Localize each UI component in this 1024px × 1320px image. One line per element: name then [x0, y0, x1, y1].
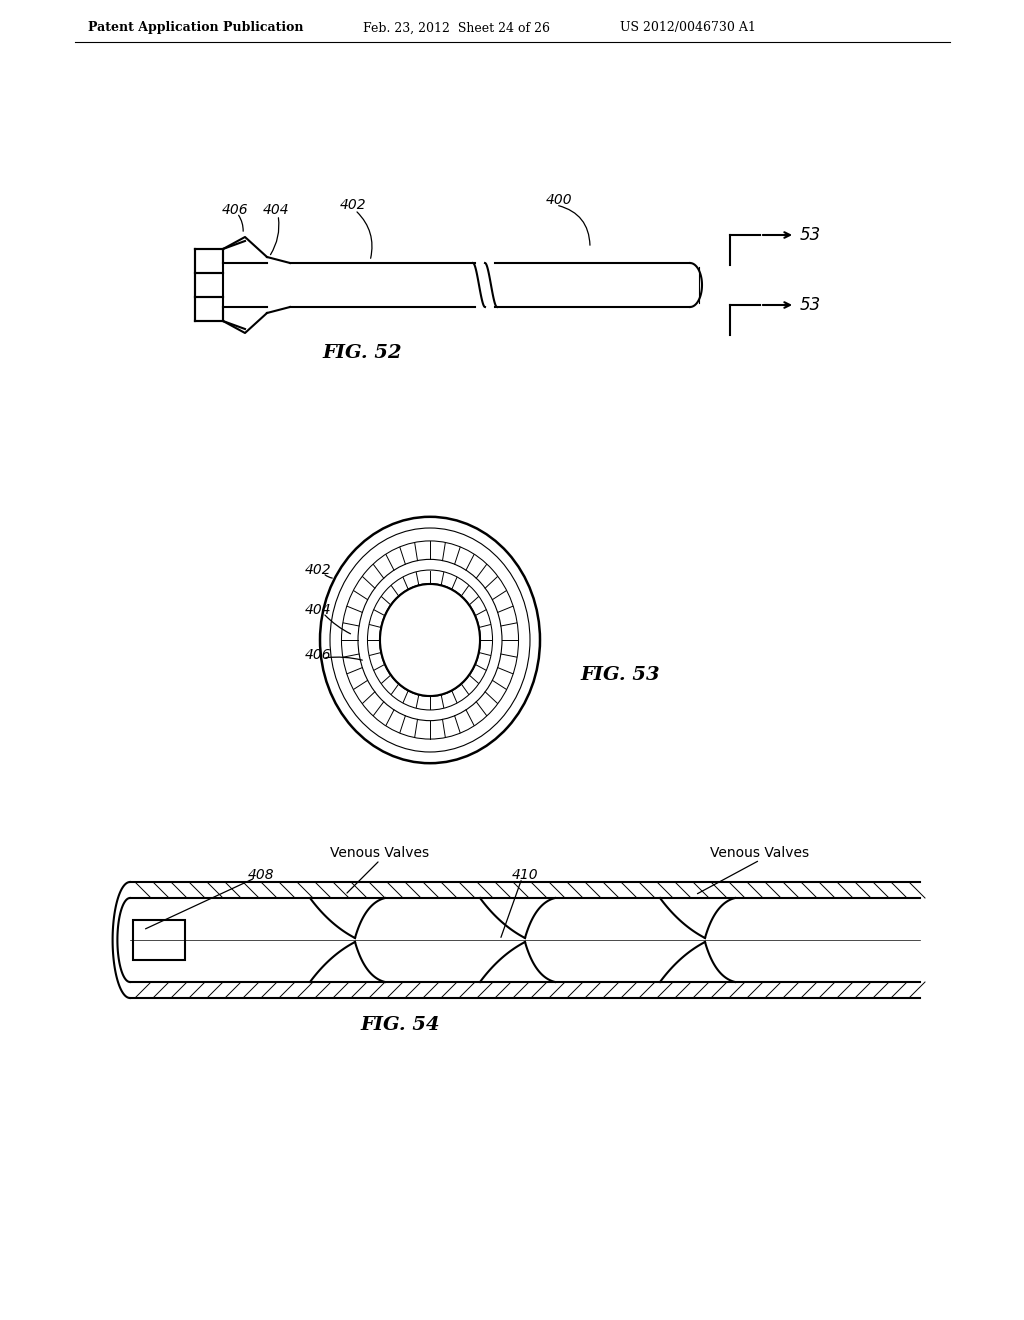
Bar [133, 920, 185, 960]
Text: 406: 406 [222, 203, 249, 216]
Text: Feb. 23, 2012  Sheet 24 of 26: Feb. 23, 2012 Sheet 24 of 26 [362, 21, 550, 34]
Text: 53: 53 [800, 296, 821, 314]
Text: Venous Valves: Venous Valves [331, 846, 429, 861]
Ellipse shape [380, 583, 480, 696]
Text: 53: 53 [800, 226, 821, 244]
Text: FIG. 54: FIG. 54 [360, 1016, 440, 1034]
Text: Venous Valves: Venous Valves [711, 846, 810, 861]
Text: 404: 404 [263, 203, 290, 216]
Text: 402: 402 [305, 564, 332, 577]
Text: 406: 406 [305, 648, 332, 663]
Ellipse shape [368, 570, 492, 709]
Text: 404: 404 [305, 603, 332, 616]
Text: FIG. 52: FIG. 52 [323, 345, 401, 362]
Ellipse shape [342, 541, 518, 739]
Text: 400: 400 [546, 193, 572, 207]
Text: US 2012/0046730 A1: US 2012/0046730 A1 [620, 21, 756, 34]
Text: 410: 410 [512, 869, 539, 882]
Text: 408: 408 [248, 869, 274, 882]
Text: FIG. 53: FIG. 53 [581, 667, 659, 684]
Text: 402: 402 [340, 198, 367, 213]
Text: Patent Application Publication: Patent Application Publication [88, 21, 303, 34]
